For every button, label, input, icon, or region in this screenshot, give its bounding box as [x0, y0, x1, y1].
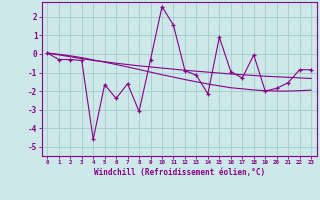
X-axis label: Windchill (Refroidissement éolien,°C): Windchill (Refroidissement éolien,°C): [94, 168, 265, 177]
